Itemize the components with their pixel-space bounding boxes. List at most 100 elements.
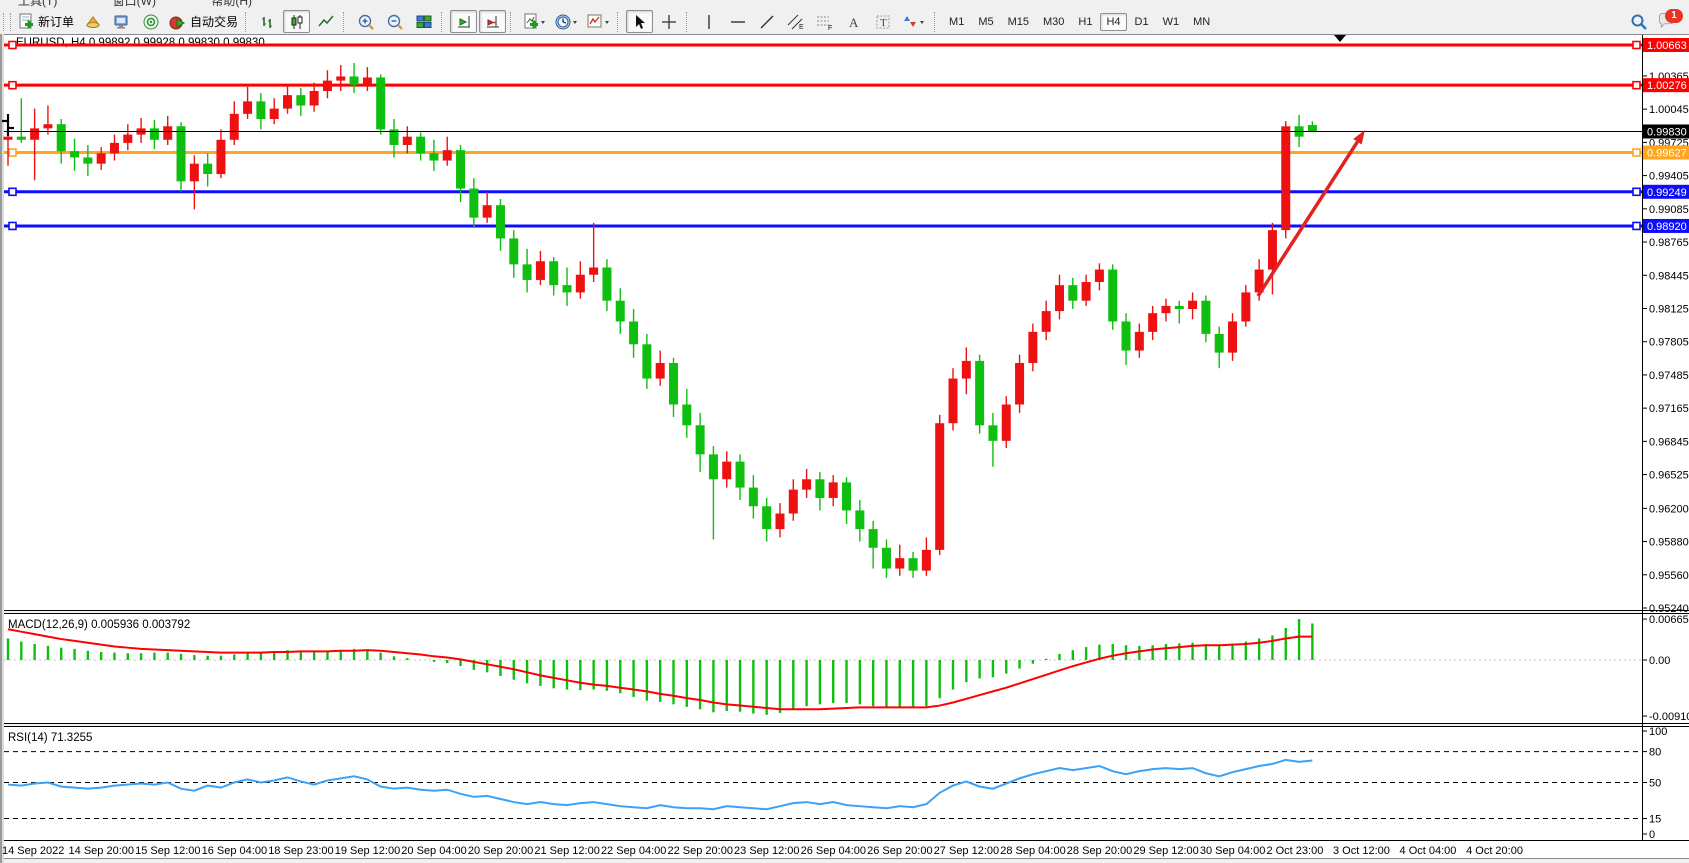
timeframe-M5[interactable]: M5	[978, 15, 994, 28]
candle-body	[549, 261, 559, 286]
zoom-in-button[interactable]	[352, 10, 379, 33]
line-handle[interactable]	[1632, 148, 1641, 157]
bar-chart-button[interactable]	[254, 10, 281, 33]
equidistant-channel-button[interactable]: E	[782, 10, 809, 33]
rsi-tick-label: 80	[1649, 747, 1661, 759]
timeframe-D1[interactable]: D1	[1134, 15, 1149, 28]
timeframe-MN[interactable]: MN	[1193, 15, 1211, 28]
cursor-button[interactable]	[626, 10, 654, 33]
chart-title: EURUSD, H4 0.99892 0.99928 0.99830 0.998…	[16, 37, 265, 49]
candle-body	[283, 95, 293, 109]
menu-item[interactable]: 帮助(H)	[211, 0, 253, 8]
vertical-line-button[interactable]	[695, 10, 722, 33]
sounds-button[interactable]	[79, 10, 106, 33]
arrows-button[interactable]	[898, 10, 930, 33]
price-badge-label: 1.00276	[1647, 80, 1687, 92]
fibonacci-button[interactable]: F	[811, 10, 838, 33]
price-axis[interactable]: 1.003651.000450.997250.994050.990850.987…	[1643, 38, 1689, 841]
tile-windows-button[interactable]	[410, 10, 437, 33]
line-handle[interactable]	[1632, 80, 1641, 90]
line-handle[interactable]	[8, 187, 17, 197]
crosshair-button[interactable]	[655, 10, 682, 33]
rsi-tick-label: 100	[1649, 726, 1667, 738]
line-handle[interactable]	[1632, 40, 1641, 50]
line-handle[interactable]	[8, 148, 17, 157]
chart-content: 1.003651.000450.997250.994050.990850.987…	[2, 35, 1689, 857]
zoom-out-button[interactable]	[381, 10, 408, 33]
horizontal-line-button[interactable]	[724, 10, 751, 33]
auto-scroll-icon	[457, 15, 470, 27]
candle-body	[1228, 321, 1238, 353]
time-axis[interactable]: 14 Sep 2022 14 Sep 20:00 15 Sep 12:00 16 Se…	[2, 845, 1523, 857]
macd-tick-label: -0.009104	[1649, 711, 1689, 723]
templates-button[interactable]	[583, 10, 613, 33]
candle-body	[1307, 125, 1317, 132]
line-handle[interactable]	[8, 80, 17, 90]
timeframe-H4[interactable]: H4	[1100, 12, 1127, 31]
time-label: 3 Oct 12:00	[1333, 845, 1390, 857]
candle-body	[881, 547, 891, 569]
new-order-button[interactable]: 新订单	[14, 10, 77, 33]
line-handle[interactable]	[1632, 187, 1641, 197]
candle-body	[975, 360, 985, 426]
candlesticks	[2, 62, 1317, 578]
candle-body	[722, 461, 732, 480]
candlestick-chart-icon	[291, 14, 303, 29]
timeframe-M1[interactable]: M1	[949, 15, 965, 28]
candle-body	[1054, 285, 1064, 312]
signals-button[interactable]	[137, 10, 164, 33]
line-handle[interactable]	[8, 221, 17, 231]
menu-bar[interactable]: 工具(T) 窗口(W) 帮助(H)	[0, 0, 1689, 9]
toolbar-grip[interactable]	[3, 12, 11, 31]
text-button[interactable]: A	[840, 10, 867, 33]
timeframe-M30[interactable]: M30	[1043, 15, 1065, 28]
candle-body	[562, 285, 572, 293]
line-chart-button[interactable]	[312, 10, 339, 33]
candle-body	[1254, 269, 1264, 293]
candle-body	[109, 142, 119, 154]
candle-body	[1121, 321, 1131, 351]
metaeditor-button[interactable]	[108, 10, 135, 33]
indicators-button[interactable]	[519, 10, 549, 33]
trend-arrow-head[interactable]	[1353, 130, 1365, 145]
autotrading-button[interactable]: 自动交易	[166, 10, 241, 33]
trendline-button[interactable]	[753, 10, 780, 33]
trend-arrow-line[interactable]	[1256, 140, 1359, 297]
new-order-icon	[19, 13, 33, 28]
text-label-button[interactable]: T	[869, 10, 896, 33]
chart-area[interactable]: EURUSD, H4 0.99892 0.99928 0.99830 0.998…	[0, 34, 1689, 863]
horizontal-line-objects[interactable]	[4, 40, 1642, 231]
chart-shift-button[interactable]	[479, 10, 507, 33]
candle-body	[708, 454, 718, 480]
line-handle[interactable]	[1632, 221, 1641, 231]
auto-scroll-button[interactable]	[450, 10, 478, 33]
menu-item[interactable]: 窗口(W)	[112, 0, 156, 8]
candle-body	[961, 360, 971, 379]
price-badge	[1643, 145, 1689, 160]
candle-body	[921, 549, 931, 571]
candle-body	[535, 261, 545, 280]
timeframe-W1[interactable]: W1	[1162, 15, 1180, 28]
timeframe-H1[interactable]: H1	[1078, 15, 1093, 28]
search-button[interactable]	[1625, 10, 1652, 33]
trend-arrow-object[interactable]	[1256, 130, 1365, 297]
price-tick-label: 1.00045	[1649, 104, 1689, 116]
candle-body	[30, 128, 40, 140]
down-arrow-marker[interactable]	[1334, 35, 1346, 42]
candle-body	[815, 479, 825, 498]
candle-body	[123, 134, 133, 143]
price-tick-label: 0.97805	[1649, 337, 1689, 349]
line-handle[interactable]	[8, 40, 17, 50]
candle-body	[1068, 285, 1078, 301]
cursor-icon	[635, 14, 645, 29]
periods-button[interactable]	[551, 10, 581, 33]
timeframe-M15[interactable]: M15	[1007, 15, 1029, 28]
time-label: 29 Sep 12:00	[1133, 845, 1198, 857]
notifications-button[interactable]: 1	[1654, 8, 1684, 33]
rsi-tick-label: 50	[1649, 778, 1661, 790]
menu-item[interactable]: 工具(T)	[18, 0, 58, 8]
candle-body	[229, 113, 239, 140]
candlestick-chart-button[interactable]	[283, 10, 311, 33]
toolbar-separator	[441, 11, 446, 32]
time-label: 19 Sep 12:00	[335, 845, 400, 857]
